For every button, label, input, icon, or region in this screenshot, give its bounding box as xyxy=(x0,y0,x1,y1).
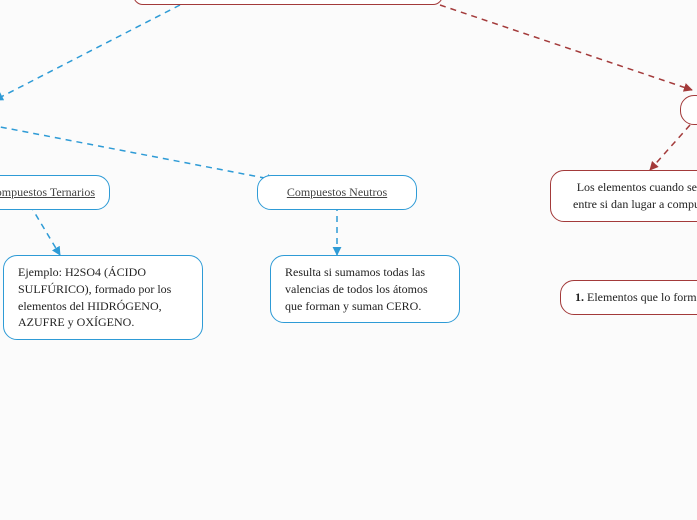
red-body: Los elementos cuando se unen entre si da… xyxy=(550,170,697,222)
connector-edge xyxy=(650,125,690,170)
neutros-body: Resulta si sumamos todas las valencias d… xyxy=(270,255,460,323)
ternarios-body: Ejemplo: H2SO4 (ÁCIDO SULFÚRICO), formad… xyxy=(3,255,203,340)
neutros-header: Compuestos Neutros xyxy=(257,175,417,210)
red-branch-stub xyxy=(680,95,697,125)
connector-edge xyxy=(30,205,60,255)
ternarios-header: Compuestos Ternarios xyxy=(0,175,110,210)
red-list-item: 1. Elementos que lo forman xyxy=(560,280,697,315)
root-node xyxy=(133,0,443,5)
connector-edge xyxy=(440,5,692,90)
connector-edge xyxy=(0,125,275,180)
connector-edge xyxy=(0,5,180,100)
